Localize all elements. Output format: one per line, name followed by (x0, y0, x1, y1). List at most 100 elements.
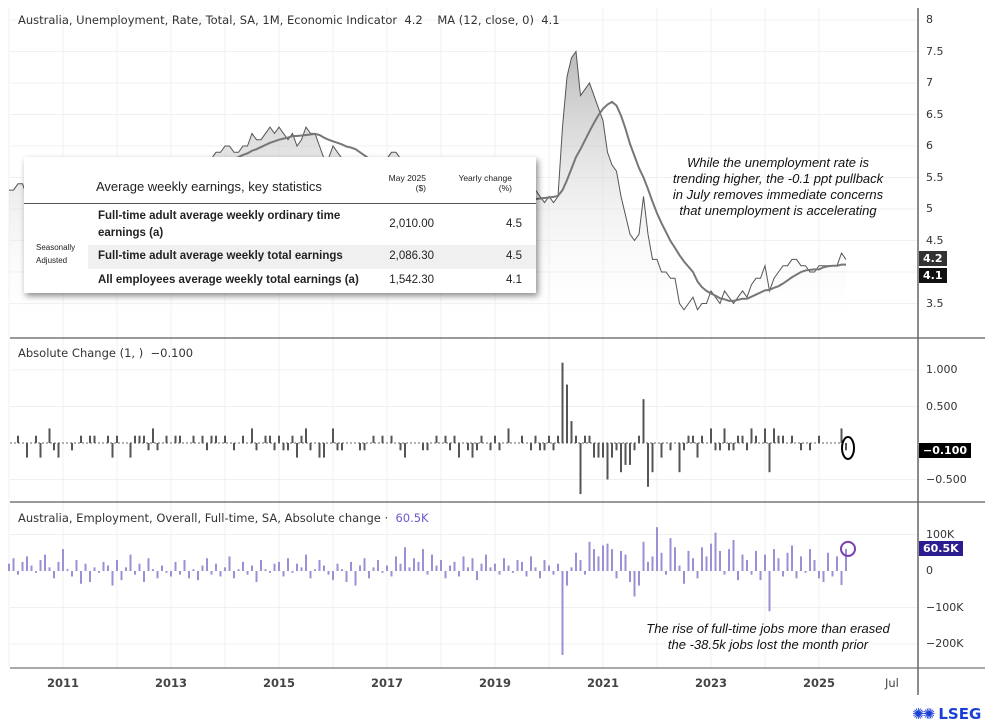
employment-bar (471, 558, 474, 571)
employment-bar (791, 545, 793, 571)
employment-bar (71, 571, 73, 577)
change-bar (782, 435, 784, 443)
change-bar (269, 435, 271, 443)
employment-bar (426, 571, 429, 575)
employment-bar (21, 561, 24, 571)
change-bar (39, 443, 42, 458)
employment-bar (395, 556, 397, 571)
change-bar (840, 428, 843, 443)
x-tick: 2011 (46, 676, 80, 690)
employment-bar (741, 554, 744, 571)
change-bar (507, 428, 510, 443)
employment-legend[interactable]: Australia, Employment, Overall, Full-tim… (18, 511, 429, 525)
y-tick-employment: 100K (926, 527, 955, 541)
change-bar (696, 443, 699, 458)
change-bar (741, 435, 744, 443)
employment-bar (714, 532, 717, 571)
employment-bar (840, 571, 843, 586)
change-bar (606, 443, 609, 480)
y-tick-employment: 0 (926, 564, 933, 577)
change-bar (642, 399, 645, 443)
employment-bar (350, 561, 352, 571)
employment-bar (368, 571, 370, 579)
employment-bar (678, 565, 681, 571)
change-bar (255, 443, 258, 451)
employment-bar (435, 565, 438, 571)
employment-bar (620, 550, 622, 571)
change-bar (768, 443, 771, 473)
side-label: Seasonally Adjusted (36, 243, 76, 265)
change-bar (107, 435, 109, 443)
row-3-change: 4.1 (506, 274, 522, 286)
employment-bar (530, 556, 532, 571)
row-1-label: Full-time adult average weekly ordinary … (98, 210, 341, 239)
employment-bar (503, 558, 505, 571)
change-bar (57, 443, 60, 458)
employment-bar (818, 571, 820, 579)
employment-bar (26, 556, 28, 571)
employment-bar (386, 565, 388, 571)
col-header-may: May 2025 ($) (388, 173, 426, 193)
series-legend[interactable]: Australia, Unemployment, Rate, Total, SA… (18, 13, 560, 27)
change-bar (611, 443, 613, 458)
employment-bar (521, 561, 523, 571)
employment-bar (48, 567, 51, 571)
employment-bar (615, 571, 618, 579)
employment-bar (593, 549, 595, 571)
employment-bar (381, 571, 384, 573)
employment-bar (570, 567, 573, 571)
employment-bar (732, 539, 735, 571)
change-bar (422, 443, 424, 451)
change-bar (111, 443, 114, 458)
employment-bar (633, 571, 636, 597)
change-bar (746, 443, 748, 451)
employment-bar (746, 560, 748, 571)
x-tick: 2013 (154, 676, 188, 690)
change-bar (71, 443, 73, 451)
change-bar (737, 435, 739, 443)
change-bar (251, 428, 253, 443)
employment-bar (534, 567, 537, 571)
highlight-circle-employment (840, 540, 856, 557)
change-bar (629, 443, 631, 465)
change-bar (489, 443, 492, 451)
employment-bar (210, 571, 213, 575)
employment-bar (651, 556, 654, 571)
change-bar (242, 435, 244, 443)
change-bar (134, 435, 136, 443)
change-bar (458, 443, 460, 458)
employment-bar (413, 558, 415, 571)
change-bar (624, 443, 627, 465)
change-bar (309, 443, 312, 451)
ma-price-tag: 4.1 (919, 268, 947, 283)
employment-bar (111, 571, 114, 586)
employment-bar (512, 571, 514, 573)
change-bar (278, 435, 280, 443)
change-bar (233, 443, 235, 451)
change-bar (651, 443, 654, 473)
change-bar (471, 443, 474, 458)
change-bar (800, 443, 802, 451)
employment-bar (314, 569, 316, 571)
employment-bar (192, 569, 195, 571)
employment-bar (557, 563, 559, 571)
change-bar (633, 443, 636, 451)
employment-bar (287, 558, 289, 571)
change-bar (777, 435, 780, 443)
employment-bar (215, 563, 217, 571)
employment-bar (665, 571, 667, 575)
change-bar (305, 428, 307, 443)
employment-bar (273, 563, 276, 571)
change-bar (264, 435, 267, 443)
employment-bar (606, 543, 609, 571)
change-label: Absolute Change (1, ) (18, 346, 144, 360)
change-legend[interactable]: Absolute Change (1, ) −0.100 (18, 346, 193, 360)
employment-bar (134, 571, 136, 575)
employment-bar (831, 571, 834, 577)
employment-bar (723, 571, 726, 575)
change-bar (818, 435, 820, 443)
employment-bar (152, 569, 154, 571)
change-bar (723, 428, 726, 443)
